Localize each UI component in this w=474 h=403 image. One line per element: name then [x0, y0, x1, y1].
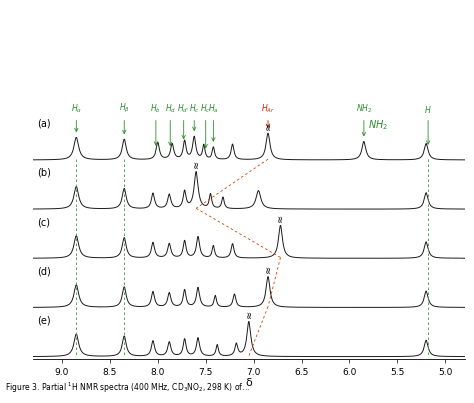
- Text: ≈: ≈: [263, 122, 273, 130]
- Text: (a): (a): [37, 119, 51, 129]
- Text: ≈: ≈: [275, 214, 285, 222]
- Text: Figure 3. Partial $^{1}$H NMR spectra (400 MHz, CD$_3$NO$_2$, 298 K) of...: Figure 3. Partial $^{1}$H NMR spectra (4…: [5, 380, 250, 395]
- X-axis label: δ: δ: [246, 378, 252, 388]
- Text: $H_{d'}$: $H_{d'}$: [177, 102, 190, 139]
- Text: $NH_2$: $NH_2$: [356, 102, 372, 136]
- Text: $H_{Ar}$: $H_{Ar}$: [261, 102, 275, 127]
- Text: $H$: $H$: [424, 104, 432, 144]
- Text: (b): (b): [37, 168, 51, 178]
- Text: (c): (c): [37, 217, 51, 227]
- Text: $H_{a}$: $H_{a}$: [208, 102, 219, 141]
- Text: $H_{c'}$: $H_{c'}$: [200, 102, 212, 147]
- Text: $H_{c}$: $H_{c}$: [189, 102, 200, 131]
- Text: $\mathit{NH_2}$: $\mathit{NH_2}$: [368, 118, 388, 132]
- Text: $H_{\beta}$: $H_{\beta}$: [119, 102, 130, 133]
- Text: (d): (d): [37, 266, 51, 276]
- Text: (e): (e): [37, 316, 51, 325]
- Text: ≈: ≈: [263, 265, 273, 273]
- Text: ≈: ≈: [191, 160, 201, 168]
- Text: $H_{\alpha}$: $H_{\alpha}$: [71, 102, 82, 131]
- Text: ≈: ≈: [244, 310, 254, 318]
- Text: $H_{d}$: $H_{d}$: [164, 102, 176, 145]
- Text: $H_{b}$: $H_{b}$: [150, 102, 161, 145]
